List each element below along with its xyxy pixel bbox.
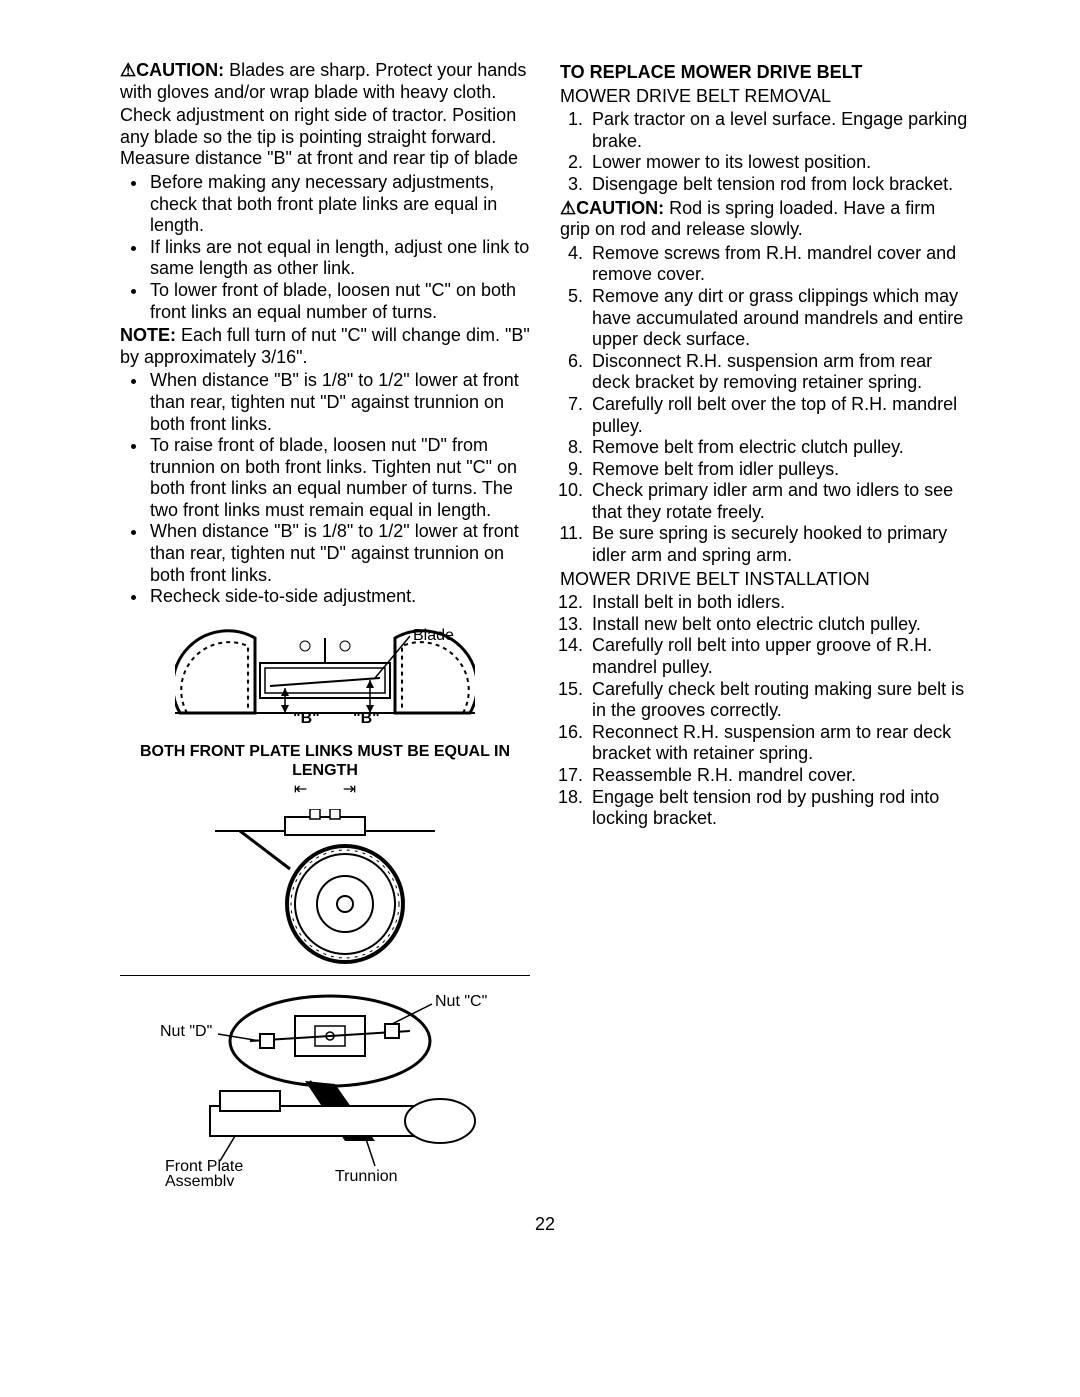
note-label: NOTE: (120, 325, 176, 345)
step: Be sure spring is securely hooked to pri… (588, 523, 970, 566)
subhead-install: MOWER DRIVE BELT INSTALLATION (560, 569, 970, 591)
label-trunnion: Trunnion (335, 1168, 398, 1185)
bullets-1: Before making any necessary adjustments,… (120, 172, 530, 323)
figure-wheel (120, 809, 530, 969)
para-check-adjustment: Check adjustment on right side of tracto… (120, 105, 530, 170)
page-number: 22 (120, 1214, 970, 1236)
label-nut-c: Nut "C" (435, 993, 487, 1010)
right-column: TO REPLACE MOWER DRIVE BELT MOWER DRIVE … (560, 60, 970, 1190)
caution-label: CAUTION: (136, 60, 224, 80)
step: Disconnect R.H. suspension arm from rear… (588, 351, 970, 394)
note-block: NOTE: Each full turn of nut "C" will cha… (120, 325, 530, 368)
label-blade: Blade (413, 627, 454, 644)
label-b-left: "B" (293, 710, 320, 727)
bullet: To lower front of blade, loosen nut "C" … (148, 280, 530, 323)
steps-removal-1: Park tractor on a level surface. Engage … (560, 109, 970, 195)
step: Reconnect R.H. suspension arm to rear de… (588, 722, 970, 765)
step: Lower mower to its lowest position. (588, 152, 970, 174)
bullet: To raise front of blade, loosen nut "D" … (148, 435, 530, 521)
step: Carefully check belt routing making sure… (588, 679, 970, 722)
label-b-right: "B" (353, 710, 380, 727)
step: Remove screws from R.H. mandrel cover an… (588, 243, 970, 286)
bullet: When distance "B" is 1/8" to 1/2" lower … (148, 521, 530, 586)
step: Carefully roll belt into upper groove of… (588, 635, 970, 678)
step: Park tractor on a level surface. Engage … (588, 109, 970, 152)
figure-trunnion: Nut "C" Nut "D" Trunnion Front Plate Ass… (120, 986, 530, 1186)
figure-caption-links: BOTH FRONT PLATE LINKS MUST BE EQUAL IN … (120, 742, 530, 800)
heading-replace-belt: TO REPLACE MOWER DRIVE BELT (560, 62, 970, 84)
bullet: Before making any necessary adjustments,… (148, 172, 530, 237)
step: Remove any dirt or grass clippings which… (588, 286, 970, 351)
step: Carefully roll belt over the top of R.H.… (588, 394, 970, 437)
warning-icon: ⚠ (120, 60, 136, 82)
caution-label-2: CAUTION: (576, 198, 664, 218)
step: Disengage belt tension rod from lock bra… (588, 174, 970, 196)
bullets-2: When distance "B" is 1/8" to 1/2" lower … (120, 370, 530, 608)
caution-block: ⚠CAUTION: Blades are sharp. Protect your… (120, 60, 530, 103)
warning-icon: ⚠ (560, 198, 576, 220)
figure-blade-side: Blade "B" "B" (120, 618, 530, 738)
steps-removal-2: Remove screws from R.H. mandrel cover an… (560, 243, 970, 567)
subhead-removal: MOWER DRIVE BELT REMOVAL (560, 86, 970, 108)
bullet: When distance "B" is 1/8" to 1/2" lower … (148, 370, 530, 435)
step: Remove belt from idler pulleys. (588, 459, 970, 481)
caution-block-2: ⚠CAUTION: Rod is spring loaded. Have a f… (560, 198, 970, 241)
step: Engage belt tension rod by pushing rod i… (588, 787, 970, 830)
step: Check primary idler arm and two idlers t… (588, 480, 970, 523)
label-assembly: Assembly (165, 1173, 234, 1186)
step: Reassemble R.H. mandrel cover. (588, 765, 970, 787)
label-nut-d: Nut "D" (160, 1023, 212, 1040)
bullet: Recheck side-to-side adjustment. (148, 586, 530, 608)
step: Install belt in both idlers. (588, 592, 970, 614)
step: Remove belt from electric clutch pulley. (588, 437, 970, 459)
left-column: ⚠CAUTION: Blades are sharp. Protect your… (120, 60, 530, 1190)
steps-install: Install belt in both idlers. Install new… (560, 592, 970, 830)
bullet: If links are not equal in length, adjust… (148, 237, 530, 280)
note-text: Each full turn of nut "C" will change di… (120, 325, 530, 367)
separator (120, 975, 530, 976)
step: Install new belt onto electric clutch pu… (588, 614, 970, 636)
